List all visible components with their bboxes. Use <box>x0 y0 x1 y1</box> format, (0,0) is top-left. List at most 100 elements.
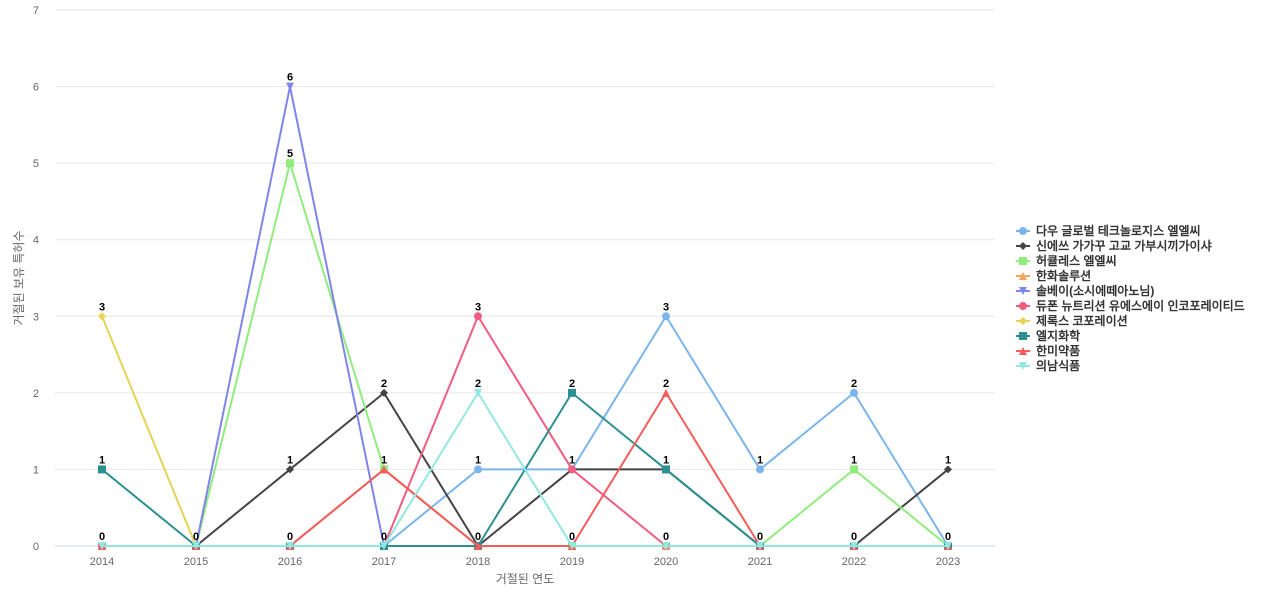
data-point <box>98 312 106 321</box>
x-tick-label: 2017 <box>372 556 396 568</box>
legend-symbol <box>1019 302 1027 310</box>
data-label: 1 <box>757 454 763 466</box>
legend-item: 한미약품 <box>1016 343 1080 358</box>
data-label: 1 <box>945 454 951 466</box>
data-label: 2 <box>569 378 575 390</box>
legend-item: 솔베이(소시에떼아노님) <box>1016 283 1154 298</box>
legend-symbol <box>1019 347 1027 355</box>
series-3 <box>98 159 952 550</box>
data-label: 6 <box>287 72 293 84</box>
series-lines <box>98 82 952 550</box>
data-label: 1 <box>99 454 105 466</box>
legend-item: 의남식품 <box>1016 358 1080 373</box>
data-label: 0 <box>569 531 575 543</box>
series-line <box>101 315 949 547</box>
data-point <box>192 542 200 550</box>
y-tick-label: 0 <box>33 541 39 553</box>
data-label: 0 <box>945 531 951 543</box>
legend-item: 듀폰 뉴트리션 유에스에이 인코포레이티드 <box>1016 298 1245 313</box>
legend-symbol <box>1019 362 1027 370</box>
x-tick-label: 2019 <box>560 556 584 568</box>
legend-label: 신에쓰 가가꾸 고교 가부시끼가이샤 <box>1036 238 1212 253</box>
data-point <box>944 465 952 474</box>
x-axis-title: 거절된 연도 <box>496 572 555 586</box>
data-label: 1 <box>569 454 575 466</box>
data-label: 1 <box>287 454 293 466</box>
legend-symbol <box>1019 332 1027 340</box>
x-tick-label: 2014 <box>90 556 114 568</box>
data-point <box>568 388 576 397</box>
x-tick-label: 2015 <box>184 556 208 568</box>
data-point <box>662 388 670 397</box>
data-point <box>286 82 294 91</box>
series-10 <box>98 388 952 550</box>
data-point <box>850 542 858 550</box>
legend-item: 다우 글로벌 테크놀로지스 엘엘씨 <box>1016 223 1201 238</box>
data-label: 2 <box>381 378 387 390</box>
legend-item: 한화솔루션 <box>1016 268 1091 283</box>
y-tick-label: 1 <box>33 464 39 476</box>
data-label: 3 <box>475 301 481 313</box>
data-label: 0 <box>851 531 857 543</box>
legend-symbol <box>1019 242 1027 250</box>
data-label: 5 <box>287 148 293 160</box>
data-label: 2 <box>663 378 669 390</box>
series-line <box>101 315 949 547</box>
data-label: 0 <box>663 531 669 543</box>
x-tick-label: 2023 <box>936 556 960 568</box>
data-point <box>286 542 294 550</box>
data-label: 0 <box>287 531 293 543</box>
data-label: 2 <box>851 378 857 390</box>
series-7 <box>98 312 952 550</box>
y-tick-label: 5 <box>33 158 39 170</box>
data-point <box>944 542 952 550</box>
x-tick-label: 2021 <box>748 556 772 568</box>
data-label: 1 <box>663 454 669 466</box>
legend-item: 신에쓰 가가꾸 고교 가부시끼가이샤 <box>1016 238 1212 253</box>
data-point <box>662 465 670 474</box>
data-label: 0 <box>757 531 763 543</box>
legend-label: 의남식품 <box>1036 358 1080 373</box>
legend-item: 제록스 코포레이션 <box>1016 313 1128 328</box>
y-tick-label: 3 <box>33 311 39 323</box>
legend-item: 허큘레스 엘엘씨 <box>1016 253 1117 268</box>
x-tick-label: 2018 <box>466 556 490 568</box>
series-6 <box>98 312 952 550</box>
legend-label: 엘지화학 <box>1036 328 1080 343</box>
data-label: 0 <box>381 531 387 543</box>
data-point <box>850 388 858 397</box>
data-label: 0 <box>99 531 105 543</box>
data-label: 0 <box>475 531 481 543</box>
y-tick-label: 7 <box>33 5 39 17</box>
legend-label: 한미약품 <box>1036 343 1080 358</box>
legend-symbol <box>1019 257 1027 265</box>
legend-label: 다우 글로벌 테크놀로지스 엘엘씨 <box>1036 223 1201 238</box>
data-labels: 3 1 0 0 6 5 1 0 2 1 0 3 2 1 0 2 1 0 3 2 1 0 1 0 2 1 0 1 0 <box>99 72 951 543</box>
series-line <box>101 391 949 547</box>
series-1 <box>98 312 952 550</box>
legend-label: 제록스 코포레이션 <box>1036 313 1128 328</box>
data-point <box>662 312 670 321</box>
legend-item: 엘지화학 <box>1016 328 1080 343</box>
data-point <box>568 465 576 474</box>
data-point <box>474 312 482 321</box>
data-label: 1 <box>475 454 481 466</box>
series-line <box>101 315 949 547</box>
legend-symbol <box>1019 227 1027 235</box>
data-point <box>380 465 388 474</box>
y-tick-label: 2 <box>33 388 39 400</box>
data-point <box>474 542 482 550</box>
legend-symbol <box>1019 287 1027 295</box>
data-point <box>756 465 764 474</box>
data-point <box>850 465 858 474</box>
legend-label: 허큘레스 엘엘씨 <box>1036 253 1117 268</box>
legend-label: 솔베이(소시에떼아노님) <box>1036 283 1154 298</box>
data-point <box>474 465 482 474</box>
x-tick-label: 2016 <box>278 556 302 568</box>
y-tick-label: 6 <box>33 82 39 94</box>
data-point <box>286 159 294 168</box>
